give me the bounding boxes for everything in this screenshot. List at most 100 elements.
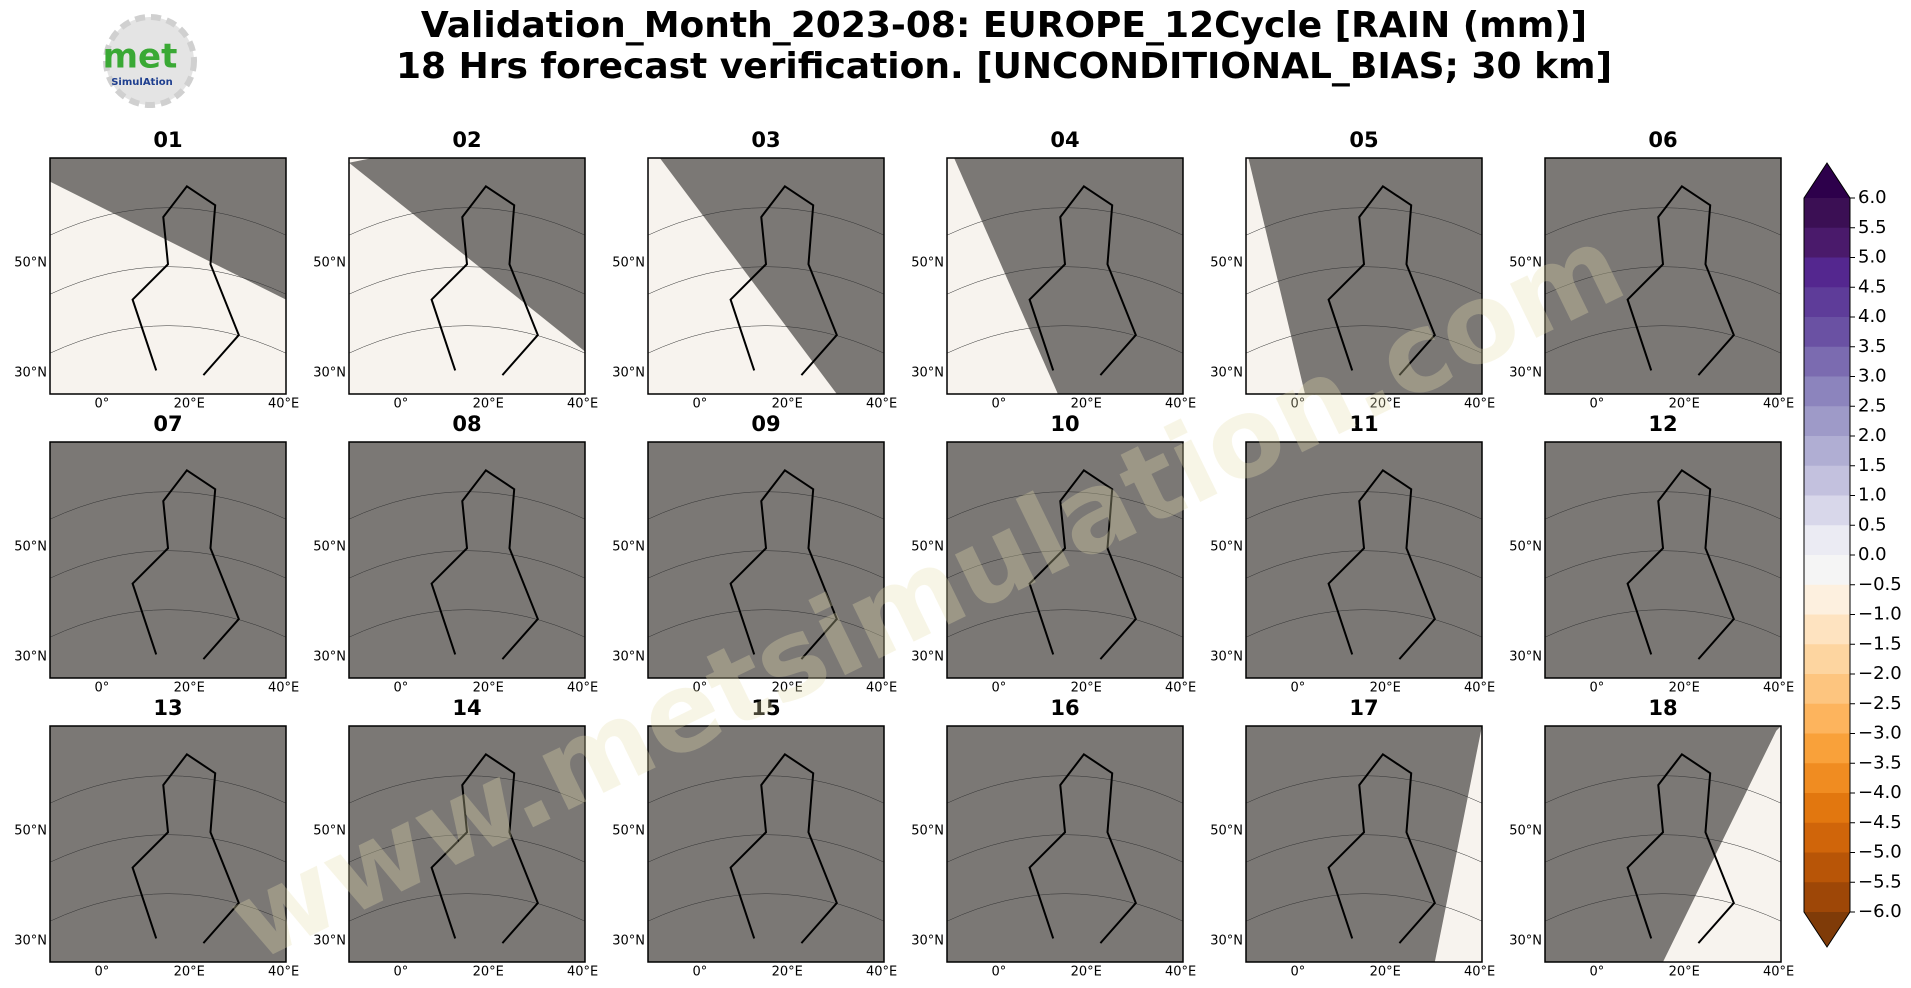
no-data-area — [50, 726, 286, 962]
map-frame — [946, 725, 1184, 963]
colorbar-segment — [1804, 465, 1850, 496]
graticule — [348, 491, 586, 520]
map-frame — [348, 157, 586, 395]
lon-label: 20°E — [772, 397, 803, 412]
lon-label: 40°E — [268, 397, 299, 412]
panel-title: 15 — [751, 696, 780, 720]
panel-title: 16 — [1050, 696, 1079, 720]
colorbar-segment — [1804, 525, 1850, 556]
graticule — [49, 550, 287, 579]
graticule — [49, 491, 287, 520]
logo: met SimulAtion — [103, 14, 197, 108]
graticule — [49, 834, 287, 863]
colorbar-tick-label: 1.0 — [1858, 485, 1887, 506]
lat-label: 30°N — [1210, 649, 1243, 664]
lat-label: 30°N — [14, 649, 47, 664]
colorbar-segment — [1804, 674, 1850, 705]
colorbar-segment — [1804, 495, 1850, 526]
colorbar-tick-label: −3.5 — [1858, 752, 1902, 773]
colorbar-segment — [1804, 346, 1850, 377]
colorbar-tick-label: −5.5 — [1858, 871, 1902, 892]
coastline — [430, 468, 539, 660]
graticule — [647, 266, 885, 295]
logo-subtext: SimulAtion — [111, 77, 173, 88]
graticule — [1245, 609, 1483, 638]
graticule — [1245, 207, 1483, 236]
no-data-area — [1246, 726, 1482, 962]
lon-label: 0° — [1291, 681, 1306, 696]
lon-label: 40°E — [866, 397, 897, 412]
graticule — [1544, 550, 1782, 579]
colorbar-tick-label: −4.0 — [1858, 782, 1902, 803]
panels: 01 50°N 30°N 0° 20°E 40°E 02 50°N 30°N 0° 20°E 40°E… — [14, 128, 1794, 980]
graticule — [1245, 491, 1483, 520]
lat-label: 50°N — [612, 256, 645, 271]
lon-label: 40°E — [1464, 965, 1495, 980]
coastline — [729, 752, 838, 944]
lat-label: 30°N — [1509, 365, 1542, 380]
graticule — [946, 491, 1184, 520]
graticule — [1544, 207, 1782, 236]
graticule — [348, 775, 586, 804]
lon-label: 20°E — [1370, 681, 1401, 696]
colorbar-tick-label: 1.5 — [1858, 455, 1887, 476]
coastline — [131, 468, 240, 660]
lon-label: 20°E — [772, 965, 803, 980]
graticule — [348, 325, 586, 354]
graticule — [647, 491, 885, 520]
coastline — [1626, 752, 1735, 944]
map-frame — [647, 725, 885, 963]
coastline — [1327, 184, 1436, 376]
lat-label: 30°N — [1210, 933, 1243, 948]
lon-label: 20°E — [473, 681, 504, 696]
lat-label: 30°N — [612, 365, 645, 380]
map-frame — [1245, 441, 1483, 679]
graticule — [348, 834, 586, 863]
lat-label: 50°N — [911, 256, 944, 271]
graticule — [647, 550, 885, 579]
no-data-area — [648, 442, 884, 678]
colorbar: 6.0 5.5 5.0 4.5 4.0 3.5 3.0 2.5 2.0 1.5 1.0 0.5 0.0 −… — [1803, 162, 1902, 948]
lon-label: 0° — [95, 681, 110, 696]
lon-label: 0° — [394, 965, 409, 980]
graticule — [1544, 834, 1782, 863]
graticule — [1245, 550, 1483, 579]
panel-title: 04 — [1050, 128, 1079, 152]
colorbar-segment — [1804, 227, 1850, 258]
map-frame — [49, 157, 287, 395]
lat-label: 50°N — [313, 540, 346, 555]
logo-gear — [103, 14, 197, 108]
panel-title: 09 — [751, 412, 780, 436]
graticule — [1544, 266, 1782, 295]
map-frame — [1245, 725, 1483, 963]
graticule — [946, 775, 1184, 804]
lon-label: 0° — [693, 397, 708, 412]
colorbar-tick-label: 3.5 — [1858, 336, 1887, 357]
graticule — [946, 893, 1184, 922]
lon-label: 20°E — [174, 681, 205, 696]
colorbar-tick-label: −1.0 — [1858, 604, 1902, 625]
colorbar-tick-label: −1.5 — [1858, 633, 1902, 654]
lat-label: 50°N — [612, 824, 645, 839]
panel-title: 03 — [751, 128, 780, 152]
panel-title: 11 — [1349, 412, 1378, 436]
colorbar-tick-label: 0.5 — [1858, 514, 1887, 535]
lon-label: 0° — [693, 681, 708, 696]
logo-text: met — [103, 37, 178, 77]
lat-label: 50°N — [1509, 256, 1542, 271]
lon-label: 40°E — [1763, 681, 1794, 696]
colorbar-tick-label: −2.0 — [1858, 663, 1902, 684]
colorbar-tick-label: −6.0 — [1858, 901, 1902, 922]
map-frame — [1544, 441, 1782, 679]
map-frame — [348, 725, 586, 963]
map-frame — [1245, 157, 1483, 395]
panel-title: 02 — [452, 128, 481, 152]
panel-title: 06 — [1648, 128, 1677, 152]
lon-label: 40°E — [567, 397, 598, 412]
lat-label: 50°N — [313, 256, 346, 271]
lat-label: 50°N — [1509, 540, 1542, 555]
graticule — [647, 207, 885, 236]
colorbar-segment — [1804, 436, 1850, 467]
lon-label: 20°E — [473, 965, 504, 980]
map-frame — [1544, 725, 1782, 963]
